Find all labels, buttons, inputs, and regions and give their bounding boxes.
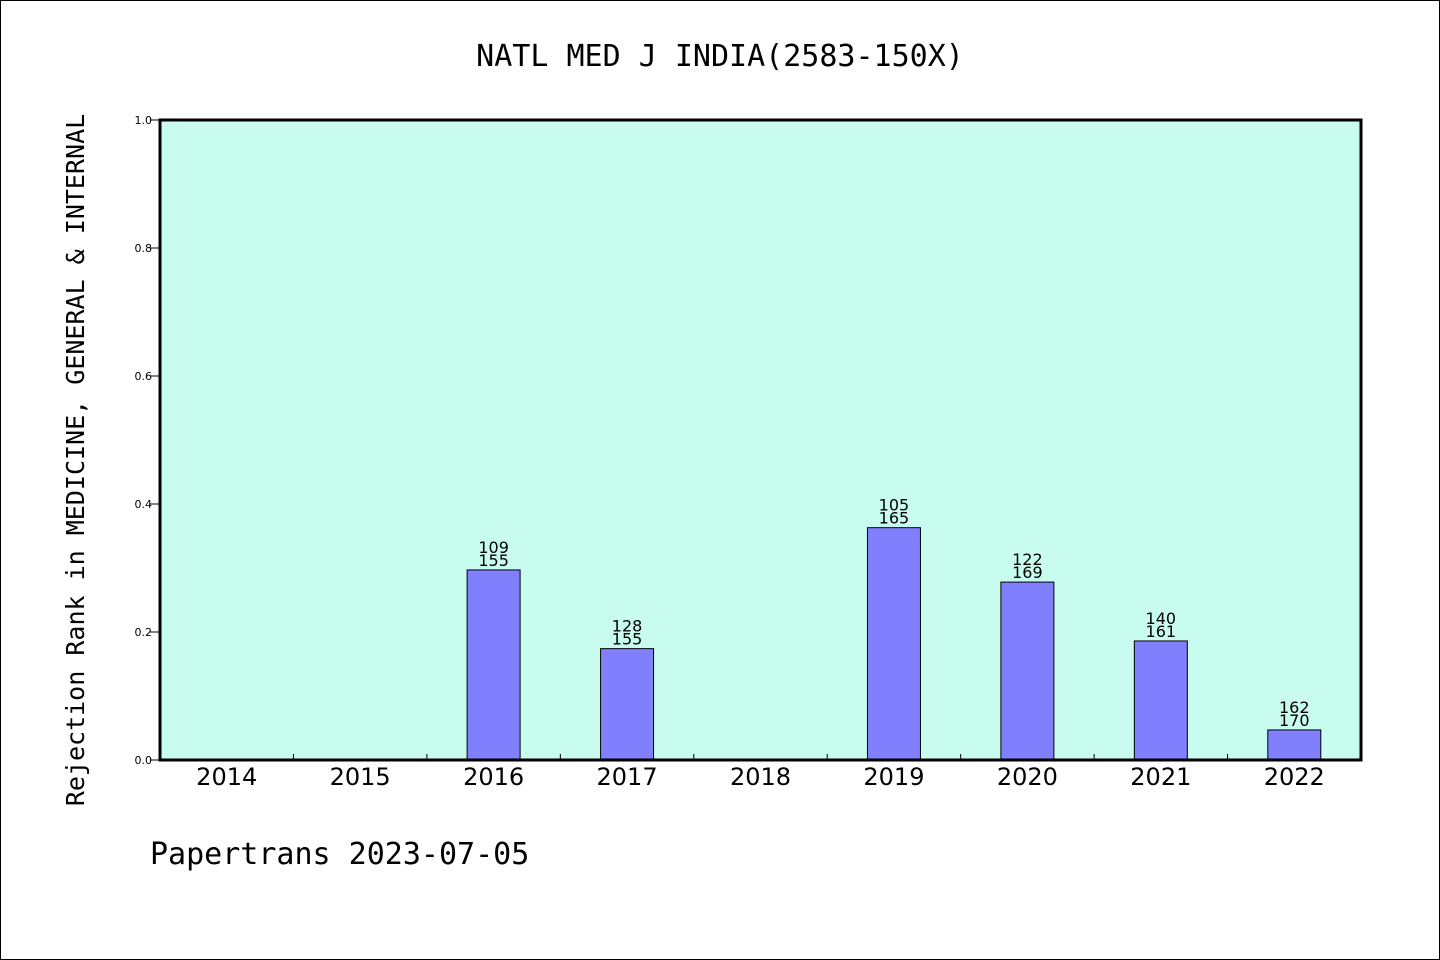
data-label-2017-0: 128 [612, 617, 643, 636]
data-label-2016-0: 109 [478, 538, 509, 557]
data-label-2021-0: 140 [1146, 609, 1177, 628]
data-label-2021-1: 161 [1146, 622, 1177, 641]
data-label-2020-1: 169 [1012, 563, 1043, 582]
data-label-2022-0: 162 [1279, 698, 1310, 717]
data-label-2017-1: 155 [612, 630, 643, 649]
y-tick-label: 1.0 [135, 114, 153, 127]
data-label-2019-0: 105 [879, 496, 910, 515]
y-tick-label: 0.8 [135, 242, 153, 255]
y-tick-label: 0.0 [135, 754, 153, 767]
x-tick-label: 2014 [196, 763, 257, 791]
x-tick-label: 2020 [997, 763, 1058, 791]
data-label-2019-1: 165 [879, 509, 910, 528]
y-tick-label: 0.4 [135, 498, 153, 511]
chart-title: NATL MED J INDIA(2583-150X) [476, 39, 964, 74]
y-tick-label: 0.6 [135, 370, 153, 383]
data-label-2022-1: 170 [1279, 711, 1310, 730]
footer-text: Papertrans 2023-07-05 [150, 837, 529, 872]
y-axis: 0.0 0.2 0.4 0.6 0.8 1.0 [135, 114, 160, 767]
bar-2022 [1267, 729, 1322, 761]
x-tick-label: 2019 [863, 763, 924, 791]
x-axis: 2014 2015 2016 2017 2018 2019 2020 2021 2022 [196, 754, 1325, 791]
bar-series [466, 527, 1322, 761]
plot-border [158, 118, 1363, 762]
y-axis-label: Rejection Rank in MEDICINE, GENERAL & IN… [61, 114, 90, 806]
bar-2021 [1133, 640, 1188, 761]
bar-2017 [600, 648, 655, 761]
y-tick-label: 0.2 [135, 626, 153, 639]
bar-2016 [466, 569, 521, 761]
x-tick-label: 2022 [1264, 763, 1325, 791]
x-tick-label: 2018 [730, 763, 791, 791]
x-tick-label: 2016 [463, 763, 524, 791]
bar-2020 [1000, 581, 1055, 761]
x-tick-label: 2021 [1130, 763, 1191, 791]
data-label-2020-0: 122 [1012, 550, 1043, 569]
x-tick-label: 2015 [330, 763, 391, 791]
x-tick-label: 2017 [597, 763, 658, 791]
data-label-2016-1: 155 [478, 551, 509, 570]
bar-2019 [866, 527, 921, 761]
